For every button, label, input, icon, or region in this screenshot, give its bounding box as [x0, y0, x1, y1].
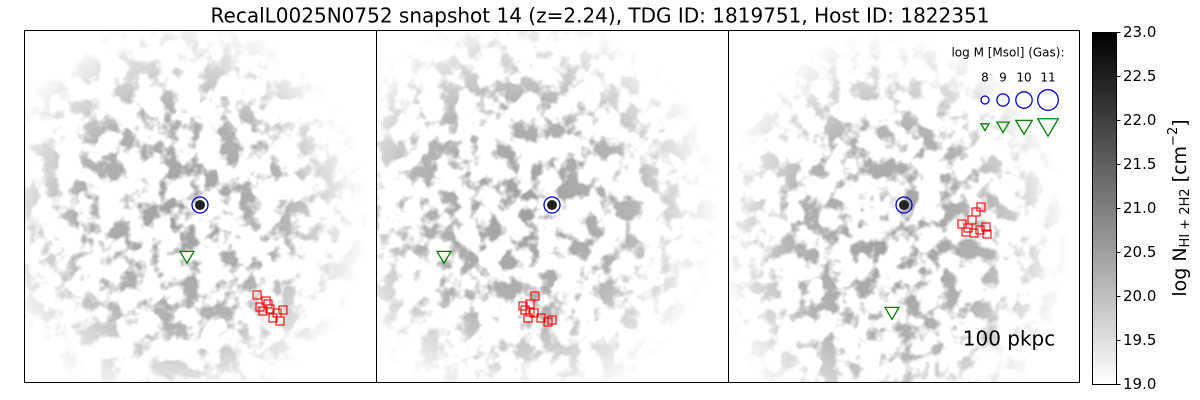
title: RecalL0025N0752 snapshot 14 (z=2.24), TD… — [211, 4, 990, 28]
host-marker — [191, 196, 209, 214]
colorbar-tick-label: 21.0 — [1123, 199, 1156, 217]
legend-triangle — [1014, 119, 1034, 136]
legend-size-label: 9 — [999, 71, 1007, 85]
candidate-marker — [530, 291, 540, 301]
legend-title: log M [Msol] (Gas): — [951, 46, 1064, 60]
label-part: ] — [1169, 119, 1191, 126]
host-core — [195, 200, 205, 210]
candidate-marker — [525, 307, 535, 317]
legend-size-label: 8 — [981, 71, 989, 85]
candidate-marker — [268, 313, 278, 323]
tdg-marker — [435, 250, 453, 265]
legend-circle — [1037, 89, 1059, 111]
scale-bar: 100 pkpc — [963, 327, 1056, 351]
colorbar-tick-label: 19.0 — [1123, 375, 1156, 393]
label-part: −2 — [1166, 127, 1181, 146]
candidate-marker — [523, 313, 533, 323]
colorbar — [1092, 32, 1117, 385]
label-part: [cm — [1169, 146, 1191, 188]
candidate-marker — [252, 290, 262, 300]
host-marker — [543, 196, 561, 214]
legend-triangle — [995, 121, 1011, 134]
colorbar-tick-label: 20.0 — [1123, 287, 1156, 305]
colorbar-tick-label: 22.5 — [1123, 67, 1156, 85]
colorbar-tick-label: 20.5 — [1123, 243, 1156, 261]
colorbar-tick-label: 19.5 — [1123, 331, 1156, 349]
label-part: HI + 2H2 — [1178, 188, 1193, 247]
legend-triangle — [1036, 118, 1060, 138]
candidate-marker — [976, 202, 986, 212]
candidate-marker — [981, 222, 991, 232]
candidate-marker — [258, 306, 268, 316]
candidate-marker — [278, 305, 288, 315]
candidate-marker — [518, 301, 528, 311]
panel-frame — [728, 30, 1080, 383]
legend-circle — [980, 95, 990, 105]
host-core — [899, 200, 909, 210]
candidate-marker — [547, 315, 557, 325]
colorbar-tick-label: 22.0 — [1123, 111, 1156, 129]
legend-size-label: 10 — [1016, 71, 1031, 85]
host-marker — [895, 196, 913, 214]
legend-triangle — [979, 123, 991, 132]
tdg-marker — [178, 250, 196, 265]
candidate-marker — [975, 225, 985, 235]
tdg-marker — [883, 306, 901, 321]
candidate-marker — [275, 316, 285, 326]
candidate-marker — [263, 299, 273, 309]
legend-circle — [996, 93, 1010, 107]
colorbar-tick-label: 23.0 — [1123, 23, 1156, 41]
legend-size-label: 11 — [1040, 71, 1055, 85]
colorbar-tick-label: 21.5 — [1123, 155, 1156, 173]
label-part: log N — [1169, 247, 1191, 296]
legend-circle — [1015, 91, 1033, 109]
colorbar-label: log NHI + 2H2 [cm−2] — [1166, 119, 1193, 296]
candidate-marker — [969, 228, 979, 238]
host-core — [547, 200, 557, 210]
